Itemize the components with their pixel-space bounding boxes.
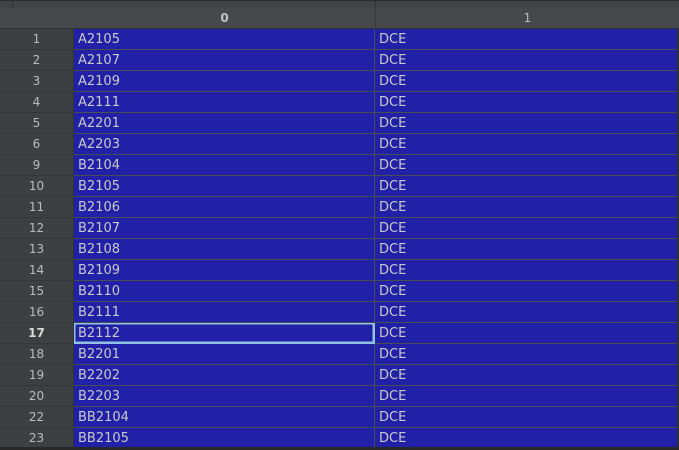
cell-col0[interactable]: A2109 [74, 71, 375, 92]
cell-col0[interactable]: A2105 [74, 29, 375, 50]
cell-col0[interactable]: B2108 [74, 239, 375, 260]
cell-col0[interactable]: B2109 [74, 260, 375, 281]
table-row: 19 B2202 DCE [0, 365, 679, 386]
cell-col0[interactable]: BB2105 [74, 428, 375, 449]
column-header-0[interactable]: 0 [220, 11, 229, 25]
cell-col1[interactable]: DCE [375, 428, 679, 449]
row-number[interactable]: 14 [0, 260, 74, 281]
row-number[interactable]: 10 [0, 176, 74, 197]
table-row: 22 BB2104 DCE [0, 407, 679, 428]
cell-col1[interactable]: DCE [375, 302, 679, 323]
cell-col1[interactable]: DCE [375, 323, 679, 344]
cell-col0[interactable]: B2202 [74, 365, 375, 386]
table-row: 23 BB2105 DCE [0, 428, 679, 449]
table-row: 9 B2104 DCE [0, 155, 679, 176]
cell-col0[interactable]: B2110 [74, 281, 375, 302]
cell-col0[interactable]: A2203 [74, 134, 375, 155]
cell-col0[interactable]: B2106 [74, 197, 375, 218]
table-row: 10 B2105 DCE [0, 176, 679, 197]
row-number[interactable]: 3 [0, 71, 74, 92]
row-number[interactable]: 11 [0, 197, 74, 218]
row-number[interactable]: 12 [0, 218, 74, 239]
cell-col1[interactable]: DCE [375, 155, 679, 176]
cell-col0[interactable]: A2201 [74, 113, 375, 134]
cell-col1[interactable]: DCE [375, 29, 679, 50]
row-number[interactable]: 1 [0, 29, 74, 50]
cell-col0[interactable]: B2104 [74, 155, 375, 176]
table-body: 1 A2105 DCE 2 A2107 DCE 3 A2109 DCE 4 A2… [0, 29, 679, 449]
row-number[interactable]: 9 [0, 155, 74, 176]
cell-col1[interactable]: DCE [375, 113, 679, 134]
cell-col0[interactable]: BB2104 [74, 407, 375, 428]
row-number[interactable]: 2 [0, 50, 74, 71]
panel-bottom-edge [0, 447, 679, 450]
table-row: 4 A2111 DCE [0, 92, 679, 113]
row-number[interactable]: 13 [0, 239, 74, 260]
cell-col1[interactable]: DCE [375, 197, 679, 218]
cell-col0[interactable]: B2201 [74, 344, 375, 365]
table-row: 17 B2112 DCE [0, 323, 679, 344]
table-row: 16 B2111 DCE [0, 302, 679, 323]
cell-col1[interactable]: DCE [375, 281, 679, 302]
cell-col0[interactable]: B2203 [74, 386, 375, 407]
panel-top-edge [0, 0, 679, 8]
table-row: 14 B2109 DCE [0, 260, 679, 281]
row-number[interactable]: 18 [0, 344, 74, 365]
row-number[interactable]: 6 [0, 134, 74, 155]
cell-col1[interactable]: DCE [375, 365, 679, 386]
cell-col1[interactable]: DCE [375, 407, 679, 428]
table-row: 3 A2109 DCE [0, 71, 679, 92]
row-number[interactable]: 4 [0, 92, 74, 113]
cell-col1[interactable]: DCE [375, 218, 679, 239]
cell-col1[interactable]: DCE [375, 50, 679, 71]
cell-col0[interactable]: A2111 [74, 92, 375, 113]
cell-col1[interactable]: DCE [375, 71, 679, 92]
table-row: 15 B2110 DCE [0, 281, 679, 302]
cell-col0[interactable]: B2105 [74, 176, 375, 197]
table-row: 13 B2108 DCE [0, 239, 679, 260]
table-row: 2 A2107 DCE [0, 50, 679, 71]
row-number[interactable]: 16 [0, 302, 74, 323]
row-number[interactable]: 20 [0, 386, 74, 407]
header-corner [0, 8, 74, 28]
table-row: 1 A2105 DCE [0, 29, 679, 50]
cell-col1[interactable]: DCE [375, 134, 679, 155]
cell-col0[interactable]: B2107 [74, 218, 375, 239]
table-row: 12 B2107 DCE [0, 218, 679, 239]
cell-col1[interactable]: DCE [375, 239, 679, 260]
cell-col1[interactable]: DCE [375, 260, 679, 281]
row-number[interactable]: 22 [0, 407, 74, 428]
top-edge-divider [12, 1, 13, 8]
table-row: 20 B2203 DCE [0, 386, 679, 407]
cell-col1[interactable]: DCE [375, 176, 679, 197]
row-number[interactable]: 17 [0, 323, 74, 344]
column-header-1[interactable]: 1 [375, 8, 679, 28]
table-row: 6 A2203 DCE [0, 134, 679, 155]
table-row: 5 A2201 DCE [0, 113, 679, 134]
panel-right-edge [677, 29, 679, 450]
cell-col0[interactable]: B2111 [74, 302, 375, 323]
table-header: 0 1 [0, 8, 679, 29]
table-row: 11 B2106 DCE [0, 197, 679, 218]
table-row: 18 B2201 DCE [0, 344, 679, 365]
cell-col0[interactable]: A2107 [74, 50, 375, 71]
cell-col1[interactable]: DCE [375, 92, 679, 113]
row-number[interactable]: 15 [0, 281, 74, 302]
row-number[interactable]: 5 [0, 113, 74, 134]
row-number[interactable]: 19 [0, 365, 74, 386]
cell-col1[interactable]: DCE [375, 344, 679, 365]
top-edge-column-divider [375, 1, 376, 8]
cell-col1[interactable]: DCE [375, 386, 679, 407]
cell-col0[interactable]: B2112 [74, 323, 375, 344]
row-number[interactable]: 23 [0, 428, 74, 449]
